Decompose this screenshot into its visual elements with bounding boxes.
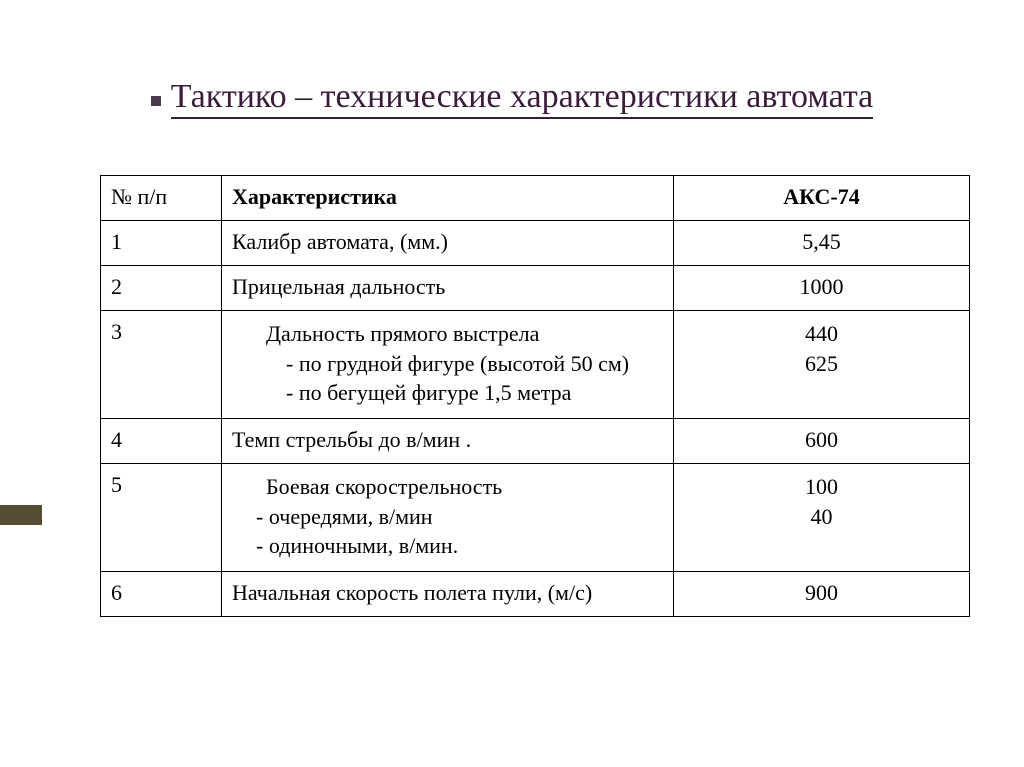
table-row: 3 Дальность прямого выстрела - по грудно… — [101, 311, 970, 419]
cell-name-sub1: - по грудной фигуре (высотой 50 см) — [232, 349, 663, 379]
cell-name-main: Дальность прямого выстрела — [232, 319, 663, 349]
table-row: 1 Калибр автомата, (мм.) 5,45 — [101, 221, 970, 266]
table-row: 6 Начальная скорость полета пули, (м/с) … — [101, 572, 970, 617]
cell-name-sub2: - одиночными, в/мин. — [232, 531, 663, 561]
accent-bar — [0, 505, 42, 525]
cell-num: 6 — [101, 572, 222, 617]
title-text: Тактико – технические характеристики авт… — [171, 78, 873, 119]
header-characteristic: Характеристика — [222, 176, 674, 221]
slide: Тактико – технические характеристики авт… — [0, 0, 1024, 767]
page-title: Тактико – технические характеристики авт… — [0, 78, 1024, 116]
cell-num: 2 — [101, 266, 222, 311]
table-row: 5 Боевая скорострельность - очередями, в… — [101, 464, 970, 572]
cell-value: 600 — [674, 419, 970, 464]
cell-name-sub2: - по бегущей фигуре 1,5 метра — [232, 378, 663, 408]
spec-table-wrap: № п/п Характеристика АКС-74 1 Калибр авт… — [100, 175, 970, 617]
cell-value-2: 625 — [805, 351, 838, 376]
cell-name: Темп стрельбы до в/мин . — [222, 419, 674, 464]
cell-name: Калибр автомата, (мм.) — [222, 221, 674, 266]
header-value: АКС-74 — [674, 176, 970, 221]
cell-num: 5 — [101, 464, 222, 572]
cell-value-2: 40 — [811, 504, 833, 529]
cell-name-main: Боевая скорострельность — [232, 472, 663, 502]
cell-value: 5,45 — [674, 221, 970, 266]
cell-name: Прицельная дальность — [222, 266, 674, 311]
cell-name: Дальность прямого выстрела - по грудной … — [222, 311, 674, 419]
cell-name: Начальная скорость полета пули, (м/с) — [222, 572, 674, 617]
cell-name: Боевая скорострельность - очередями, в/м… — [222, 464, 674, 572]
table-row: 4 Темп стрельбы до в/мин . 600 — [101, 419, 970, 464]
cell-value: 900 — [674, 572, 970, 617]
cell-num: 4 — [101, 419, 222, 464]
spec-table: № п/п Характеристика АКС-74 1 Калибр авт… — [100, 175, 970, 617]
cell-value: 1000 — [674, 266, 970, 311]
cell-value-1: 100 — [805, 474, 838, 499]
cell-value: 100 40 — [674, 464, 970, 572]
header-num: № п/п — [101, 176, 222, 221]
table-header-row: № п/п Характеристика АКС-74 — [101, 176, 970, 221]
table-row: 2 Прицельная дальность 1000 — [101, 266, 970, 311]
cell-value-1: 440 — [805, 321, 838, 346]
cell-num: 1 — [101, 221, 222, 266]
title-bullet-icon — [151, 96, 161, 106]
cell-value: 440 625 — [674, 311, 970, 419]
cell-name-sub1: - очередями, в/мин — [232, 502, 663, 532]
cell-num: 3 — [101, 311, 222, 419]
